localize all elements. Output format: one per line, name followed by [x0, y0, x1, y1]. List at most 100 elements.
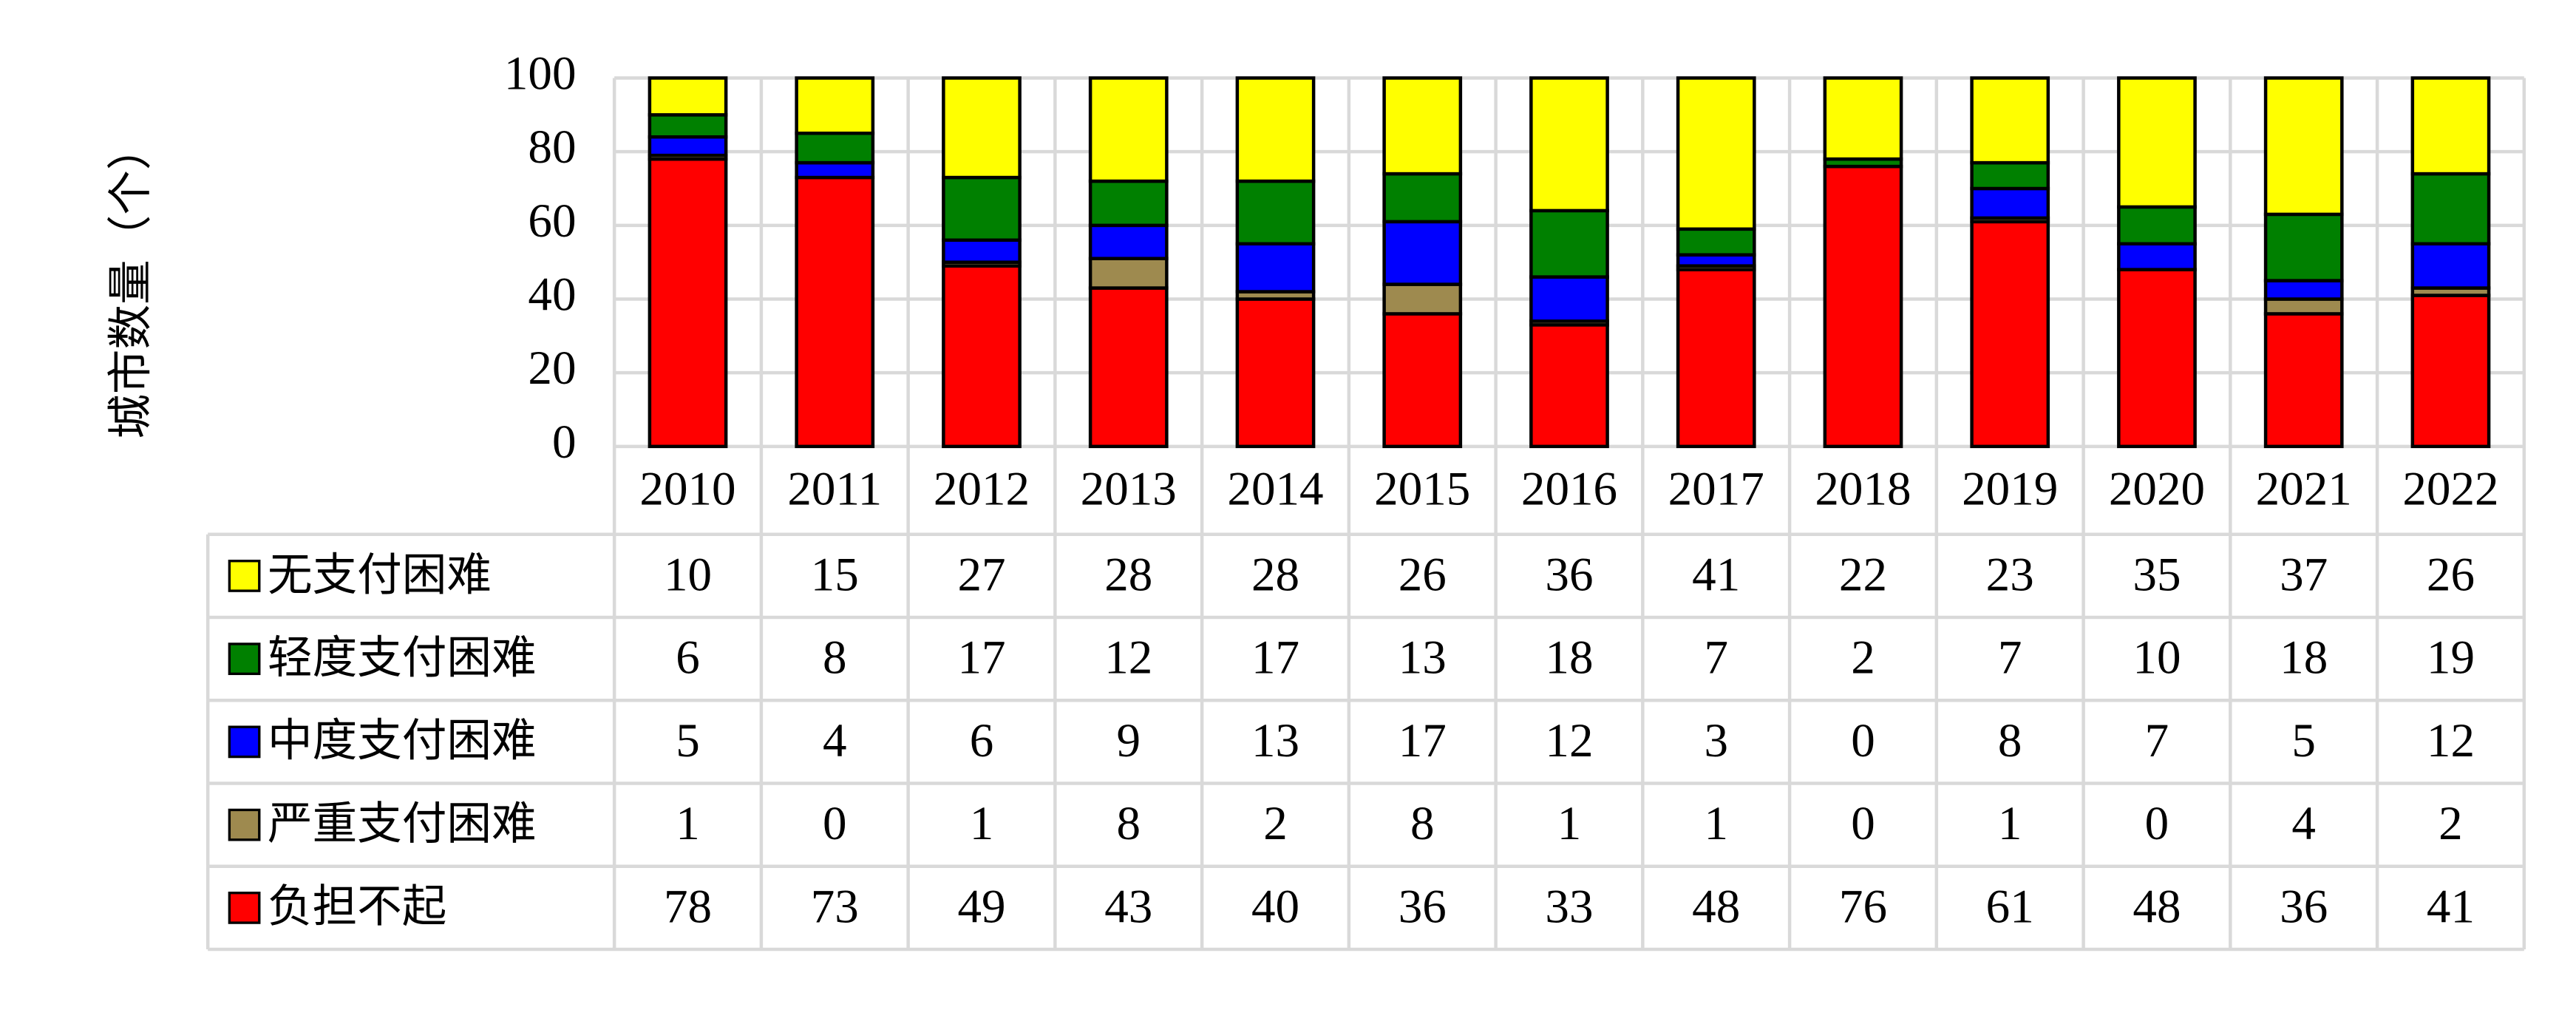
- table-value: 28: [1104, 548, 1152, 601]
- bar-segment: [1088, 76, 1169, 183]
- bar-segment: [1823, 164, 1903, 449]
- x-tick-label: 2021: [2256, 463, 2352, 516]
- legend-swatch: [228, 642, 261, 676]
- table-value: 78: [664, 880, 712, 933]
- table-value: 17: [1399, 714, 1447, 767]
- table-value: 7: [1998, 631, 2022, 685]
- bar-segment: [1382, 220, 1463, 286]
- bar-segment: [1235, 179, 1316, 245]
- bar-segment: [1970, 160, 2050, 191]
- x-tick-label: 2020: [2109, 463, 2205, 516]
- bar-segment: [1088, 257, 1169, 290]
- bar-segment: [648, 113, 728, 139]
- table-value: 35: [2132, 548, 2181, 601]
- table-value: 12: [1545, 714, 1593, 767]
- table-value: 9: [1116, 714, 1141, 767]
- bar-segment: [1823, 76, 1903, 161]
- bar-segment: [1676, 227, 1756, 257]
- table-value: 26: [1399, 548, 1447, 601]
- table-value: 1: [1557, 797, 1582, 850]
- table-value: 26: [2427, 548, 2475, 601]
- y-tick-label: 80: [528, 121, 576, 174]
- bar-segment: [2410, 242, 2491, 290]
- x-tick-label: 2013: [1081, 463, 1177, 516]
- table-value: 41: [1692, 548, 1740, 601]
- table-value: 15: [811, 548, 859, 601]
- table-value: 40: [1251, 880, 1299, 933]
- bar-segment: [1676, 268, 1756, 449]
- legend-swatch: [228, 560, 261, 592]
- table-value: 18: [1545, 631, 1593, 685]
- table-value: 2: [2439, 797, 2463, 850]
- table-value: 1: [970, 797, 994, 850]
- x-tick-label: 2010: [639, 463, 735, 516]
- bar-segment: [1382, 282, 1463, 316]
- table-value: 12: [1104, 631, 1152, 685]
- table-value: 3: [1704, 714, 1728, 767]
- bar-segment: [2117, 205, 2197, 245]
- bar-segment: [1529, 275, 1609, 323]
- bar-segment: [942, 76, 1022, 180]
- legend-swatch: [228, 808, 261, 841]
- bar-segment: [1970, 220, 2050, 449]
- table-value: 36: [1399, 880, 1447, 933]
- table-value: 41: [2427, 880, 2475, 933]
- bar-segment: [1382, 312, 1463, 449]
- y-tick-label: 60: [528, 194, 576, 248]
- bar-segment: [2263, 212, 2344, 282]
- table-value: 73: [811, 880, 859, 933]
- table-value: 48: [1692, 880, 1740, 933]
- table-value: 8: [1116, 797, 1141, 850]
- table-value: 0: [1851, 714, 1875, 767]
- table-value: 36: [1545, 548, 1593, 601]
- table-value: 49: [957, 880, 1005, 933]
- table-value: 5: [2291, 714, 2316, 767]
- x-tick-label: 2016: [1521, 463, 1617, 516]
- legend-label: 中度支付困难: [268, 715, 537, 767]
- table-value: 17: [1251, 631, 1299, 685]
- table-value: 48: [2132, 880, 2181, 933]
- table-value: 23: [1986, 548, 2034, 601]
- table-value: 8: [1998, 714, 2022, 767]
- legend-label: 轻度支付困难: [268, 632, 537, 684]
- table-value: 4: [2291, 797, 2316, 850]
- bar-segment: [1529, 208, 1609, 279]
- table-value: 61: [1986, 880, 2034, 933]
- legend-label: 严重支付困难: [268, 798, 537, 850]
- bar-segment: [942, 175, 1022, 243]
- bar-segment: [1382, 172, 1463, 224]
- table-value: 0: [2145, 797, 2169, 850]
- x-tick-label: 2012: [934, 463, 1030, 516]
- bar-segment: [2263, 297, 2344, 316]
- bar-segment: [2410, 294, 2491, 449]
- legend-swatch: [228, 891, 261, 924]
- bar-segment: [648, 135, 728, 157]
- table-value: 10: [664, 548, 712, 601]
- bar-segment: [1382, 76, 1463, 176]
- table-value: 5: [676, 714, 700, 767]
- bar-segment: [795, 160, 875, 180]
- table-value: 0: [1851, 797, 1875, 850]
- x-tick-label: 2019: [1962, 463, 2058, 516]
- table-value: 7: [1704, 631, 1728, 685]
- table-value: 28: [1251, 548, 1299, 601]
- table-value: 37: [2280, 548, 2328, 601]
- table-value: 8: [823, 631, 847, 685]
- table-value: 10: [2132, 631, 2181, 685]
- bar-segment: [795, 132, 875, 165]
- table-value: 8: [1410, 797, 1435, 850]
- bar-segment: [2410, 76, 2491, 176]
- bar-segment: [648, 157, 728, 449]
- bar-segment: [1529, 323, 1609, 449]
- table-value: 2: [1851, 631, 1875, 685]
- bar-segment: [1235, 76, 1316, 183]
- table-value: 18: [2280, 631, 2328, 685]
- table-value: 1: [1704, 797, 1728, 850]
- bar-segment: [942, 238, 1022, 264]
- table-value: 7: [2145, 714, 2169, 767]
- legend-label: 负担不起: [268, 881, 446, 933]
- bar-segment: [2263, 76, 2344, 217]
- table-value: 33: [1545, 880, 1593, 933]
- y-tick-label: 100: [504, 47, 577, 100]
